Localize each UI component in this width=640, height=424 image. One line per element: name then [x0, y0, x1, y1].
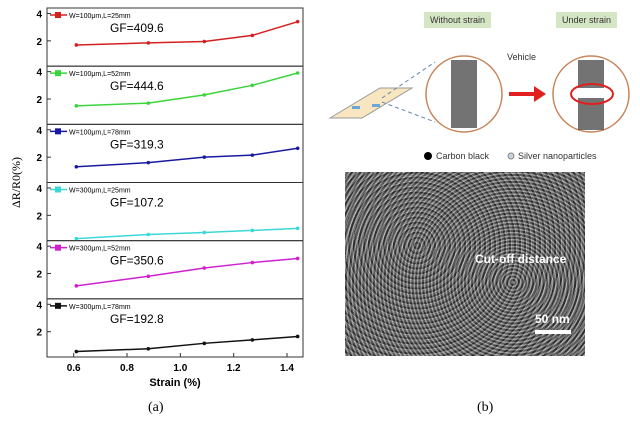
data-point	[74, 164, 79, 169]
data-point	[295, 334, 300, 339]
x-tick-label: 1.0	[173, 363, 187, 374]
data-point	[74, 284, 79, 288]
data-point	[250, 260, 255, 265]
legend-label: W=300μm,L=78mm	[69, 304, 131, 311]
legend-label: W=100μm,L=78mm	[69, 129, 131, 136]
legend-label: W=300μm,L=25mm	[69, 188, 131, 195]
x-axis-label: Strain (%)	[149, 377, 201, 389]
y-tick-label: 4	[36, 68, 42, 79]
magnified-circle-strained	[552, 55, 630, 133]
data-point	[74, 104, 79, 108]
legend-carbon-black: Carbon black	[436, 151, 490, 161]
gf-label: GF=350.6	[110, 254, 164, 268]
y-tick-label: 2	[36, 95, 42, 106]
legend-marker	[55, 70, 61, 77]
gf-label: GF=192.8	[110, 312, 164, 326]
data-point	[146, 101, 151, 105]
x-tick-label: 1.4	[280, 363, 294, 374]
cutoff-distance-label: Cut-off distance	[475, 252, 567, 266]
legend-marker	[55, 186, 61, 193]
data-point	[146, 41, 151, 45]
data-point	[295, 19, 300, 24]
y-tick-label: 4	[36, 242, 42, 253]
data-point	[202, 266, 207, 270]
carbon-black-icon	[424, 152, 432, 160]
data-point	[202, 155, 207, 159]
sem-image: Cut-off distance 50 nm	[345, 172, 585, 356]
y-tick-label: 2	[36, 153, 42, 164]
series-line-6	[76, 335, 298, 353]
sensor-substrate	[328, 87, 414, 119]
y-tick-label: 2	[36, 211, 42, 222]
data-point	[250, 338, 255, 342]
legend-marker	[55, 12, 61, 18]
scale-bar-label: 50 nm	[535, 312, 570, 326]
without-strain-label: Without strain	[424, 12, 492, 28]
x-tick-label: 1.2	[227, 363, 241, 374]
gf-label: GF=107.2	[110, 196, 164, 210]
scale-bar	[535, 330, 571, 334]
silver-nanoparticle-icon	[507, 152, 515, 160]
y-tick-label: 4	[36, 9, 42, 20]
data-point	[250, 153, 255, 157]
data-point	[146, 160, 151, 165]
data-point	[202, 93, 207, 97]
data-point	[250, 33, 255, 38]
y-tick-label: 4	[36, 300, 42, 311]
data-point	[146, 274, 151, 279]
gf-label: GF=319.3	[110, 137, 164, 151]
y-tick-label: 4	[36, 184, 42, 195]
gf-label: GF=409.6	[110, 21, 164, 35]
data-point	[146, 346, 151, 351]
legend-label: W=100μm,L=52mm	[69, 71, 131, 78]
data-point	[295, 226, 300, 231]
data-point	[74, 236, 79, 241]
data-point	[74, 43, 79, 47]
series-line-4	[76, 227, 298, 240]
strain-diagram	[328, 55, 630, 160]
x-tick-label: 0.8	[120, 363, 134, 374]
data-point	[295, 256, 300, 261]
data-point	[146, 232, 151, 237]
data-point	[202, 39, 207, 44]
legend-silver: Silver nanoparticles	[518, 151, 597, 161]
gf-label: GF=444.6	[110, 79, 164, 93]
data-point	[295, 71, 300, 75]
data-point	[295, 146, 300, 151]
data-point	[202, 230, 207, 235]
y-axis-label: ΔR/R0(%)	[9, 157, 23, 208]
legend-marker	[55, 302, 61, 309]
under-strain-label: Under strain	[556, 12, 618, 28]
data-point	[250, 83, 255, 88]
caption-a: (a)	[148, 400, 164, 415]
legend-marker	[55, 128, 61, 135]
y-tick-label: 2	[36, 328, 42, 339]
y-tick-label: 4	[36, 126, 42, 137]
y-tick-label: 2	[36, 37, 42, 48]
data-point	[250, 228, 255, 233]
gap-highlight	[570, 83, 614, 105]
legend-label: W=300μm,L=52mm	[69, 246, 131, 253]
vehicle-label: Vehicle	[507, 52, 537, 62]
data-point	[202, 341, 207, 346]
data-point	[74, 349, 79, 354]
legend-label: W=100μm,L=25mm	[69, 13, 131, 20]
x-tick-label: 0.6	[67, 363, 81, 374]
caption-b: (b)	[477, 400, 494, 415]
panel-frame	[46, 298, 304, 358]
y-tick-label: 2	[36, 270, 42, 281]
legend-marker	[55, 244, 61, 251]
